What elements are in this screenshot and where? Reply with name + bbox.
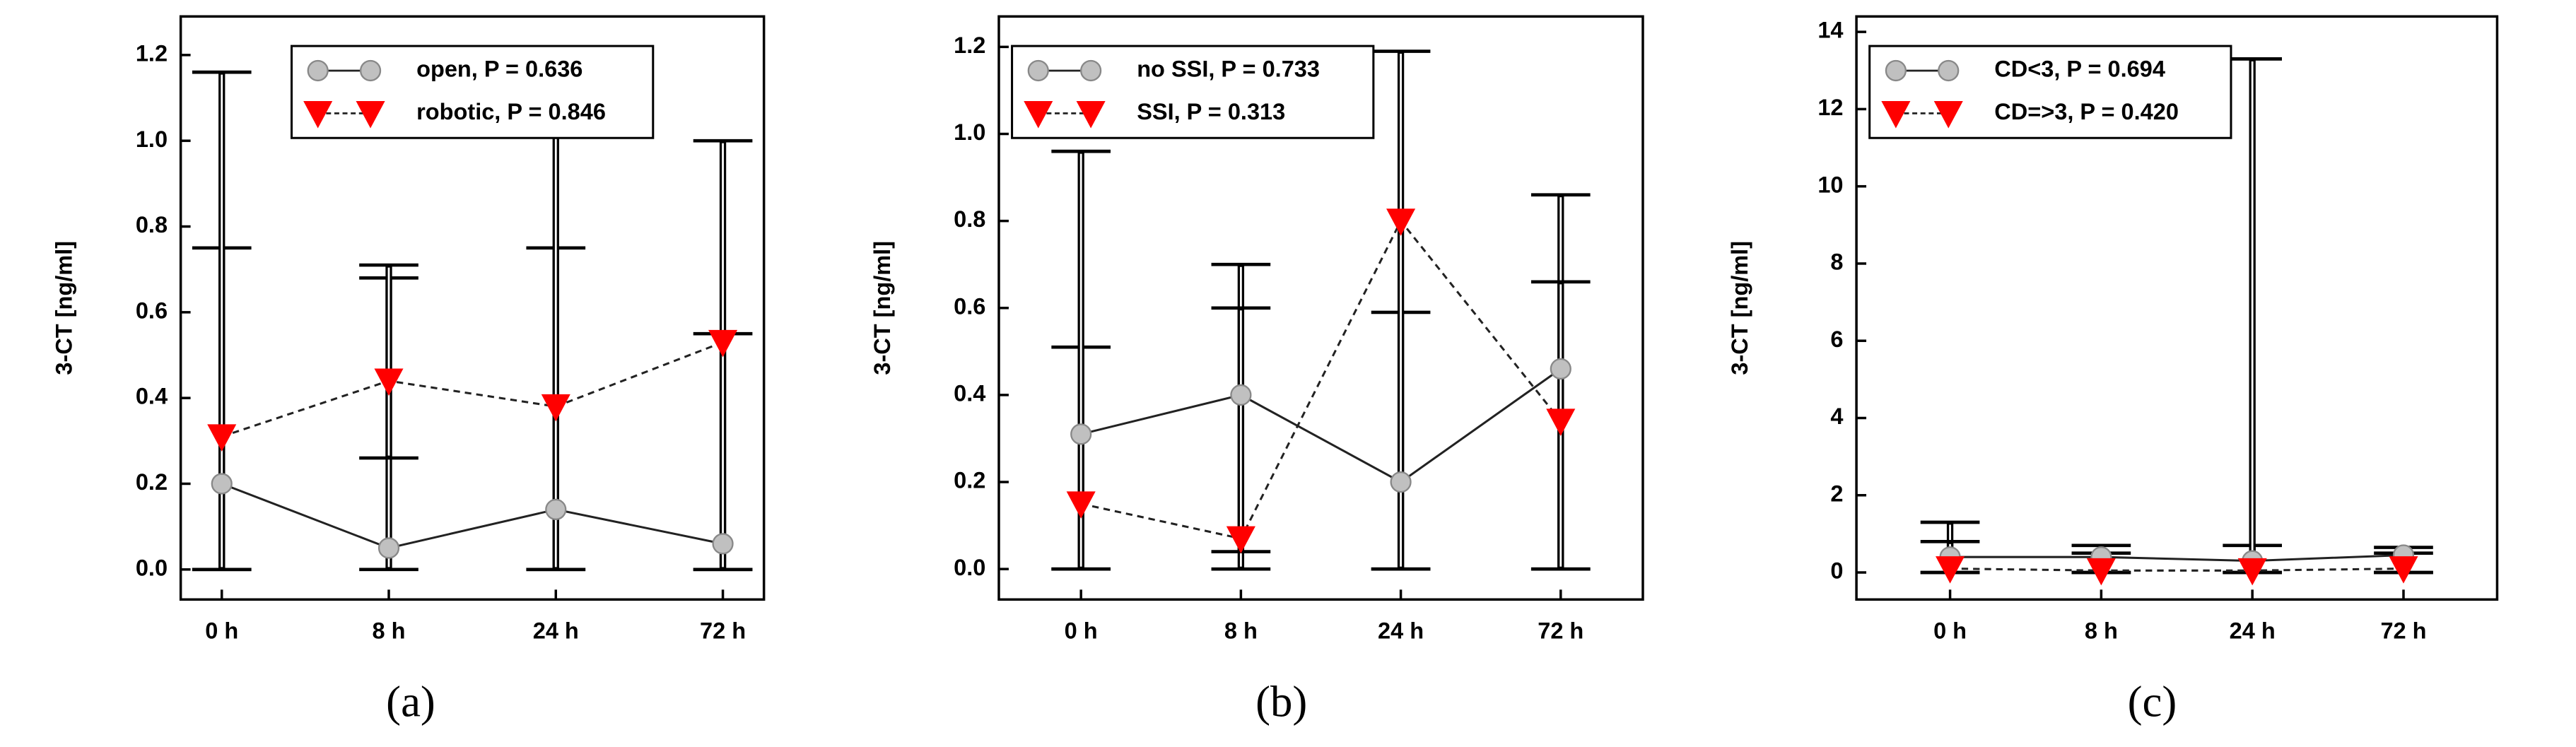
error-bar bbox=[1211, 306, 1271, 553]
series-line bbox=[221, 483, 723, 550]
legend-box bbox=[290, 45, 655, 139]
series-line bbox=[1080, 218, 1562, 540]
series-line bbox=[1950, 553, 2404, 563]
y-tick-label: 0.6 bbox=[136, 298, 168, 323]
data-point bbox=[374, 368, 404, 396]
y-tick-label: 1.2 bbox=[136, 40, 168, 66]
legend-label: CD=>3, P = 0.420 bbox=[1994, 99, 2179, 124]
data-point bbox=[1226, 526, 1255, 554]
x-tick-label: 8 h bbox=[373, 618, 406, 643]
series-line bbox=[221, 341, 724, 438]
x-tick-label: 8 h bbox=[2085, 618, 2118, 643]
data-point bbox=[1550, 358, 1571, 380]
x-tick-label: 72 h bbox=[1538, 618, 1583, 643]
y-tick-label: 1.0 bbox=[136, 127, 168, 152]
legend-marker bbox=[1027, 59, 1049, 82]
error-bar bbox=[2223, 57, 2283, 575]
y-tick-label: 0.8 bbox=[954, 206, 985, 232]
y-tick-label: 0 bbox=[1830, 558, 1843, 584]
x-tick-label: 0 h bbox=[205, 618, 238, 643]
data-point bbox=[2389, 556, 2418, 584]
legend-marker bbox=[359, 59, 382, 82]
data-point bbox=[2086, 558, 2116, 586]
y-tick-label: 1.0 bbox=[954, 119, 985, 145]
data-point bbox=[1546, 408, 1576, 436]
plot-frame bbox=[179, 15, 766, 601]
data-point bbox=[207, 424, 237, 452]
y-tick-label: 10 bbox=[1817, 172, 1843, 197]
data-point bbox=[1390, 471, 1412, 493]
data-point bbox=[2237, 558, 2267, 586]
series-line bbox=[1080, 367, 1562, 483]
x-tick-label: 8 h bbox=[1224, 618, 1258, 643]
y-tick-label: 0.2 bbox=[954, 468, 985, 493]
y-tick-label: 0.0 bbox=[136, 555, 168, 580]
y-tick-label: 0.8 bbox=[136, 212, 168, 237]
data-point bbox=[708, 329, 738, 358]
y-tick-label: 2 bbox=[1830, 481, 1843, 506]
y-axis-label: 3-CT [ng/ml] bbox=[1727, 241, 1752, 375]
data-point bbox=[377, 537, 400, 559]
x-tick-label: 24 h bbox=[533, 618, 579, 643]
y-tick-label: 6 bbox=[1830, 327, 1843, 352]
data-point bbox=[1066, 491, 1096, 519]
y-axis-label: 3-CT [ng/ml] bbox=[870, 241, 895, 375]
data-point bbox=[541, 394, 570, 422]
data-point bbox=[1386, 208, 1416, 236]
legend-marker bbox=[1881, 100, 1911, 129]
y-tick-label: 14 bbox=[1817, 18, 1843, 43]
legend-marker bbox=[1076, 100, 1106, 129]
x-tick-label: 0 h bbox=[1065, 618, 1098, 643]
legend-box bbox=[1868, 45, 2232, 139]
legend-marker bbox=[1885, 59, 1907, 82]
legend-label: CD<3, P = 0.694 bbox=[1994, 57, 2165, 82]
legend-marker bbox=[1024, 100, 1053, 129]
data-point bbox=[1936, 556, 1965, 584]
y-tick-label: 0.0 bbox=[954, 555, 985, 580]
caption: (a) bbox=[386, 677, 435, 727]
legend-label: open, P = 0.636 bbox=[416, 57, 582, 82]
legend-marker bbox=[1933, 100, 1963, 129]
data-point bbox=[211, 473, 233, 495]
y-tick-label: 0.4 bbox=[136, 384, 168, 409]
legend-box bbox=[1011, 45, 1375, 139]
legend-marker bbox=[303, 100, 333, 129]
data-point bbox=[712, 533, 734, 555]
series-line bbox=[1950, 567, 2404, 572]
error-bar bbox=[359, 263, 418, 460]
legend-label: robotic, P = 0.846 bbox=[416, 99, 606, 124]
plot-frame bbox=[1855, 15, 2499, 601]
legend-marker bbox=[307, 59, 329, 82]
y-tick-label: 0.2 bbox=[136, 469, 168, 495]
x-tick-label: 72 h bbox=[700, 618, 746, 643]
legend-marker bbox=[1938, 59, 1960, 82]
y-tick-label: 8 bbox=[1830, 249, 1843, 275]
x-tick-label: 24 h bbox=[2230, 618, 2276, 643]
y-axis-label: 3-CT [ng/ml] bbox=[52, 241, 77, 375]
caption: (c) bbox=[2128, 677, 2177, 727]
x-tick-label: 0 h bbox=[1933, 618, 1967, 643]
error-bar bbox=[192, 70, 252, 572]
caption: (b) bbox=[1255, 677, 1307, 727]
legend-label: no SSI, P = 0.733 bbox=[1137, 57, 1320, 82]
y-tick-label: 4 bbox=[1830, 404, 1843, 429]
y-tick-label: 0.6 bbox=[954, 293, 985, 319]
x-tick-label: 24 h bbox=[1378, 618, 1424, 643]
y-tick-label: 0.4 bbox=[954, 381, 985, 406]
data-point bbox=[1070, 423, 1092, 445]
legend-marker bbox=[1080, 59, 1102, 82]
legend-marker bbox=[356, 100, 385, 129]
y-tick-label: 12 bbox=[1817, 95, 1843, 120]
legend-label: SSI, P = 0.313 bbox=[1137, 99, 1285, 124]
data-point bbox=[1230, 384, 1252, 406]
data-point bbox=[545, 498, 567, 520]
x-tick-label: 72 h bbox=[2380, 618, 2426, 643]
y-tick-label: 1.2 bbox=[954, 33, 985, 58]
